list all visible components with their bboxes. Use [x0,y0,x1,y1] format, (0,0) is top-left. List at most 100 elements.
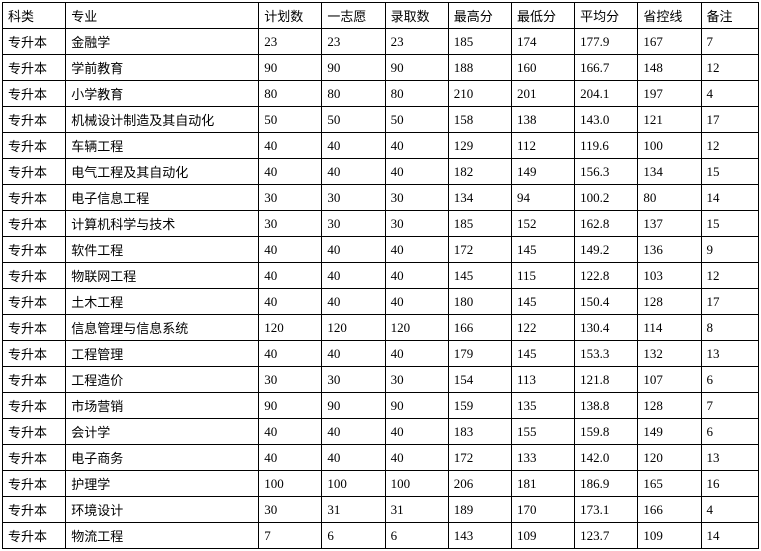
table-cell: 156.3 [575,159,638,185]
table-row: 专升本信息管理与信息系统120120120166122130.41148 [3,315,759,341]
table-cell: 40 [259,237,322,263]
table-cell: 90 [385,393,448,419]
table-cell: 138 [511,107,574,133]
table-cell: 小学教育 [66,81,259,107]
table-cell: 市场营销 [66,393,259,419]
table-cell: 专升本 [3,471,66,497]
table-cell: 113 [511,367,574,393]
table-row: 专升本车辆工程404040129112119.610012 [3,133,759,159]
table-cell: 149 [638,419,701,445]
table-cell: 专升本 [3,55,66,81]
table-cell: 145 [511,289,574,315]
table-cell: 工程造价 [66,367,259,393]
table-cell: 15 [701,159,758,185]
table-cell: 12 [701,263,758,289]
header-category: 科类 [3,3,66,29]
table-row: 专升本机械设计制造及其自动化505050158138143.012117 [3,107,759,133]
table-cell: 7 [259,523,322,549]
table-cell: 120 [259,315,322,341]
table-row: 专升本物联网工程404040145115122.810312 [3,263,759,289]
table-cell: 30 [259,367,322,393]
table-cell: 专升本 [3,237,66,263]
table-cell: 40 [259,133,322,159]
header-plan: 计划数 [259,3,322,29]
table-cell: 80 [322,81,385,107]
table-cell: 154 [448,367,511,393]
table-cell: 155 [511,419,574,445]
table-cell: 121.8 [575,367,638,393]
table-cell: 专升本 [3,393,66,419]
table-cell: 128 [638,393,701,419]
table-cell: 40 [322,133,385,159]
table-cell: 14 [701,523,758,549]
table-row: 专升本软件工程404040172145149.21369 [3,237,759,263]
table-cell: 30 [322,185,385,211]
table-cell: 环境设计 [66,497,259,523]
table-row: 专升本电子商务404040172133142.012013 [3,445,759,471]
header-prov: 省控线 [638,3,701,29]
table-cell: 9 [701,237,758,263]
table-cell: 50 [385,107,448,133]
header-max: 最高分 [448,3,511,29]
table-cell: 专升本 [3,419,66,445]
table-cell: 179 [448,341,511,367]
table-cell: 专升本 [3,523,66,549]
table-cell: 40 [259,341,322,367]
table-cell: 6 [701,367,758,393]
table-cell: 121 [638,107,701,133]
table-cell: 185 [448,29,511,55]
table-cell: 17 [701,289,758,315]
table-cell: 40 [385,341,448,367]
table-cell: 专升本 [3,185,66,211]
table-cell: 40 [259,419,322,445]
table-cell: 电气工程及其自动化 [66,159,259,185]
table-cell: 183 [448,419,511,445]
table-cell: 135 [511,393,574,419]
table-cell: 120 [322,315,385,341]
table-cell: 186.9 [575,471,638,497]
table-cell: 132 [638,341,701,367]
table-cell: 159.8 [575,419,638,445]
table-cell: 185 [448,211,511,237]
table-cell: 23 [322,29,385,55]
table-row: 专升本环境设计303131189170173.11664 [3,497,759,523]
table-cell: 201 [511,81,574,107]
table-cell: 40 [322,237,385,263]
table-row: 专升本金融学232323185174177.91677 [3,29,759,55]
table-cell: 30 [259,185,322,211]
table-cell: 149 [511,159,574,185]
table-cell: 150.4 [575,289,638,315]
table-cell: 90 [322,55,385,81]
table-cell: 112 [511,133,574,159]
table-cell: 133 [511,445,574,471]
table-cell: 专升本 [3,263,66,289]
table-cell: 6 [385,523,448,549]
table-cell: 8 [701,315,758,341]
table-cell: 31 [385,497,448,523]
table-cell: 40 [385,419,448,445]
table-cell: 166 [448,315,511,341]
table-cell: 40 [259,159,322,185]
table-cell: 107 [638,367,701,393]
table-cell: 会计学 [66,419,259,445]
table-cell: 13 [701,445,758,471]
table-cell: 130.4 [575,315,638,341]
table-cell: 专升本 [3,107,66,133]
table-row: 专升本土木工程404040180145150.412817 [3,289,759,315]
table-cell: 142.0 [575,445,638,471]
table-cell: 30 [259,497,322,523]
table-cell: 工程管理 [66,341,259,367]
table-cell: 50 [322,107,385,133]
table-row: 专升本护理学100100100206181186.916516 [3,471,759,497]
table-cell: 177.9 [575,29,638,55]
table-cell: 100 [638,133,701,159]
table-cell: 7 [701,393,758,419]
table-cell: 119.6 [575,133,638,159]
table-cell: 80 [385,81,448,107]
table-cell: 专升本 [3,367,66,393]
table-cell: 15 [701,211,758,237]
table-cell: 197 [638,81,701,107]
table-cell: 162.8 [575,211,638,237]
table-cell: 210 [448,81,511,107]
table-cell: 电子商务 [66,445,259,471]
